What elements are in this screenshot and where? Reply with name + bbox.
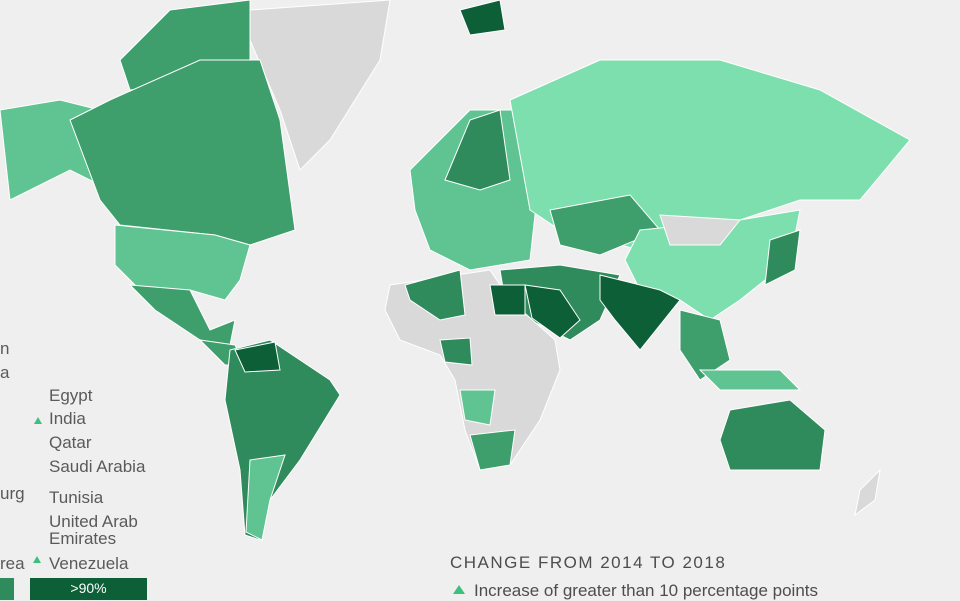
- increase-marker: [33, 556, 41, 563]
- legend-marker: [453, 585, 465, 594]
- mexico: [128, 284, 236, 346]
- greenland: [249, 0, 391, 171]
- angola: [459, 389, 496, 426]
- indonesia: [698, 369, 802, 391]
- algeria: [404, 269, 466, 321]
- scandinavia: [444, 109, 511, 191]
- label-fragment: a: [0, 363, 10, 382]
- australia: [719, 399, 826, 471]
- argentina: [245, 454, 286, 541]
- country-label: Tunisia: [49, 488, 104, 507]
- usa: [114, 224, 251, 301]
- legend-title: CHANGE FROM 2014 TO 2018: [450, 553, 727, 572]
- southern-africa: [469, 429, 516, 471]
- country-label: Saudi Arabia: [49, 457, 146, 476]
- country-label: India: [49, 409, 86, 428]
- label-fragment: rea: [0, 554, 25, 573]
- scale-label: >90%: [30, 578, 147, 600]
- svalbard: [459, 0, 506, 36]
- mongolia: [659, 214, 741, 246]
- country-label: Egypt: [49, 386, 93, 405]
- legend-item: Increase of greater than 10 percentage p…: [474, 581, 819, 600]
- nigeria: [439, 337, 473, 366]
- label-fragment: urg: [0, 484, 25, 503]
- europe: [409, 109, 541, 271]
- scale-swatch: [0, 578, 14, 600]
- kazakhstan: [549, 194, 661, 256]
- country-label: Venezuela: [49, 554, 129, 573]
- japan: [764, 229, 801, 286]
- india: [599, 274, 681, 351]
- new-zealand: [854, 468, 881, 517]
- saudi-arabia: [524, 284, 581, 339]
- increase-marker: [34, 417, 42, 424]
- label-fragment: n: [0, 339, 10, 358]
- canada: [69, 59, 296, 246]
- south-america: [224, 339, 341, 541]
- venezuela: [234, 341, 281, 373]
- country-label: Qatar: [49, 433, 92, 452]
- country-label: United Arab Emirates: [49, 512, 138, 548]
- egypt: [489, 284, 526, 316]
